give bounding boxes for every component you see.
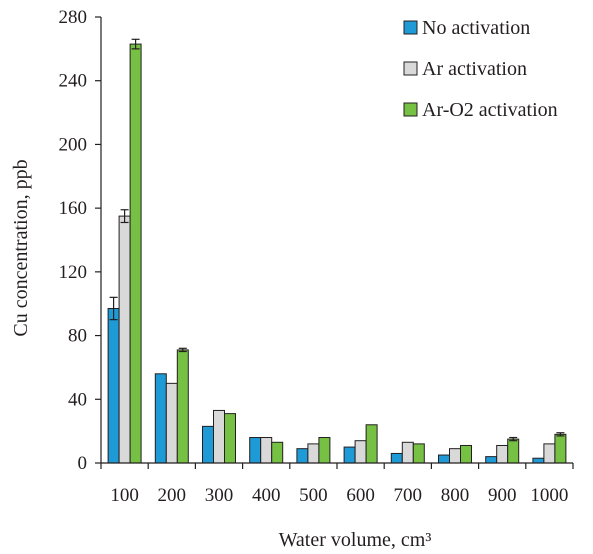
bar-ar-o2-activation-300 xyxy=(224,413,236,464)
y-tick-label-200: 200 xyxy=(59,134,88,155)
bar-no-activation-500 xyxy=(296,448,309,464)
bar-ar-activation-800 xyxy=(449,448,461,464)
x-tick-label-600: 600 xyxy=(346,485,375,506)
bar-no-activation-400 xyxy=(249,437,262,464)
bar-ar-activation-500 xyxy=(307,443,320,464)
y-tick-label-40: 40 xyxy=(68,389,87,410)
legend-swatch-1 xyxy=(403,61,418,76)
bar-ar-activation-300 xyxy=(213,409,225,464)
bar-no-activation-900 xyxy=(485,456,498,464)
x-axis-title: Water volume, cm³ xyxy=(279,529,432,551)
legend-label-1: Ar activation xyxy=(422,58,527,80)
y-tick-label-280: 280 xyxy=(59,7,88,28)
bar-ar-activation-700 xyxy=(401,441,414,464)
x-tick-label-100: 100 xyxy=(110,485,139,506)
axes-layer: 100 200 300 400 500 600 700 800 900 1000 0 40 80 120 1… xyxy=(59,7,574,506)
bar-ar-o2-activation-500 xyxy=(318,437,331,464)
bar-no-activation-100 xyxy=(107,307,120,464)
legend-swatch-0 xyxy=(403,20,418,35)
bar-no-activation-600 xyxy=(343,446,356,464)
y-tick-label-80: 80 xyxy=(68,326,87,347)
bar-ar-activation-900 xyxy=(496,444,509,464)
y-tick-label-0: 0 xyxy=(78,453,88,474)
y-tick-label-160: 160 xyxy=(59,198,88,219)
bar-ar-activation-600 xyxy=(354,440,367,464)
x-tick-label-700: 700 xyxy=(394,485,423,506)
bar-no-activation-200 xyxy=(154,373,167,464)
bar-ar-o2-activation-1000 xyxy=(554,433,567,464)
x-tick-label-1000: 1000 xyxy=(530,485,568,506)
y-axis-title: Cu concentration, ppb xyxy=(10,159,32,336)
bar-ar-o2-activation-800 xyxy=(460,444,472,464)
bar-no-activation-300 xyxy=(202,425,214,464)
bar-ar-activation-1000 xyxy=(543,443,556,464)
bar-no-activation-800 xyxy=(438,454,450,464)
x-tick-label-500: 500 xyxy=(299,485,328,506)
y-tick-label-240: 240 xyxy=(59,71,88,92)
legend-label-2: Ar-O2 activation xyxy=(422,99,558,121)
bar-ar-activation-100 xyxy=(118,215,131,464)
legend-swatch-2 xyxy=(403,102,418,117)
bar-ar-o2-activation-600 xyxy=(365,424,378,464)
x-tick-label-400: 400 xyxy=(252,485,281,506)
bars-layer xyxy=(107,38,567,464)
bar-ar-o2-activation-700 xyxy=(412,443,425,464)
bar-ar-activation-200 xyxy=(165,382,178,464)
bar-no-activation-1000 xyxy=(532,457,545,464)
bar-no-activation-700 xyxy=(390,452,403,464)
legend-label-0: No activation xyxy=(422,17,530,39)
bar-ar-activation-400 xyxy=(260,437,273,464)
bar-ar-o2-activation-200 xyxy=(176,349,189,464)
x-tick-label-900: 900 xyxy=(488,485,517,506)
bar-ar-o2-activation-400 xyxy=(271,441,284,464)
y-tick-label-120: 120 xyxy=(59,262,88,283)
legend: No activation Ar activation Ar-O2 activati… xyxy=(403,17,558,121)
x-tick-label-300: 300 xyxy=(205,485,234,506)
bar-ar-o2-activation-100 xyxy=(129,43,142,464)
x-tick-label-800: 800 xyxy=(441,485,470,506)
bar-ar-o2-activation-900 xyxy=(507,438,520,464)
x-tick-label-200: 200 xyxy=(158,485,187,506)
